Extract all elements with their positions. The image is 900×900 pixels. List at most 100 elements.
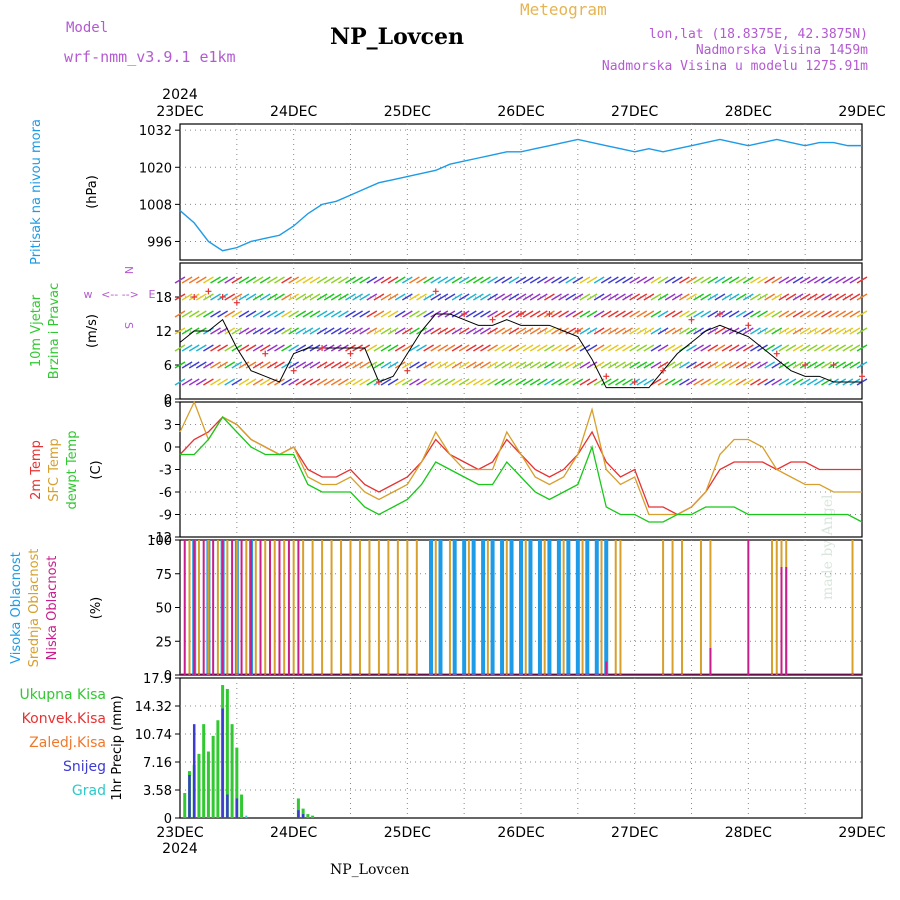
wind-gust-marker xyxy=(660,367,667,374)
wind-direction-arrow xyxy=(444,344,456,352)
wind-direction-arrow xyxy=(778,344,790,352)
wind-direction-arrow xyxy=(501,361,513,369)
wind-direction-arrow xyxy=(828,276,839,284)
wind-direction-arrow xyxy=(622,276,633,284)
wind-direction-arrow xyxy=(302,310,314,318)
precip-total-bar xyxy=(311,815,315,818)
wind-direction-arrow xyxy=(686,361,697,369)
wind-direction-arrow xyxy=(203,310,214,318)
wind-gust-marker xyxy=(603,373,610,380)
wind-direction-arrow xyxy=(742,310,754,318)
wind-direction-arrow xyxy=(600,276,612,284)
wind-direction-arrow xyxy=(593,327,605,335)
wind-direction-arrow xyxy=(778,276,790,284)
cloud-high-bar xyxy=(429,540,434,675)
wind-gust-marker xyxy=(574,328,581,334)
wind-direction-arrow xyxy=(593,276,605,284)
wind-direction-arrow xyxy=(274,361,285,369)
wind-direction-arrow xyxy=(757,327,768,335)
wind-direction-arrow xyxy=(465,378,477,386)
wind-direction-arrow xyxy=(607,310,619,318)
wind-direction-arrow xyxy=(387,344,399,352)
wind-direction-arrow xyxy=(231,361,243,369)
cloud-mid-bar xyxy=(340,540,343,675)
compass-north: N xyxy=(122,266,135,274)
wind-direction-arrow xyxy=(465,310,477,318)
wind-direction-arrow xyxy=(728,293,740,301)
wind-direction-arrow xyxy=(664,310,676,318)
wind-direction-arrow xyxy=(700,310,712,318)
wind-direction-arrow xyxy=(849,361,861,369)
temperature-tick-label: -6 xyxy=(159,486,172,501)
wind-direction-arrow xyxy=(281,293,292,301)
wind-direction-arrow xyxy=(281,327,292,335)
wind-direction-arrow xyxy=(856,327,868,335)
wind-direction-arrow xyxy=(757,310,768,318)
wind-direction-arrow xyxy=(721,344,733,352)
wind-direction-arrow xyxy=(792,344,804,352)
wind-direction-arrow xyxy=(821,276,832,284)
wind-direction-arrow xyxy=(565,293,577,301)
wind-direction-arrow xyxy=(529,344,541,352)
wind-direction-arrow xyxy=(252,344,264,352)
wind-direction-arrow xyxy=(444,327,456,335)
wind-direction-arrow xyxy=(814,361,825,369)
cloud-mid-bar xyxy=(283,540,286,675)
wind-direction-arrow xyxy=(558,276,569,284)
wind-direction-arrow xyxy=(338,276,349,284)
wind-direction-arrow xyxy=(188,310,200,318)
wind-direction-arrow xyxy=(814,327,825,335)
pressure-tick-label: 1008 xyxy=(139,198,172,213)
wind-direction-arrow xyxy=(295,293,307,301)
cloud-mid-bar xyxy=(486,540,489,675)
wind-direction-arrow xyxy=(714,293,726,301)
cloud-high-bar xyxy=(585,540,590,675)
wind-direction-arrow xyxy=(423,327,435,335)
wind-direction-arrow xyxy=(245,293,257,301)
wind-direction-arrow xyxy=(458,327,470,335)
wind-direction-arrow xyxy=(629,276,641,284)
wind-direction-arrow xyxy=(799,276,811,284)
wind-direction-arrow xyxy=(210,361,221,369)
wind-direction-arrow xyxy=(671,378,683,386)
wind-direction-arrow xyxy=(487,327,498,335)
wind-direction-arrow xyxy=(664,276,676,284)
wind-direction-arrow xyxy=(806,310,818,318)
wind-direction-arrow xyxy=(579,310,591,318)
wind-direction-arrow xyxy=(821,310,832,318)
precip-total-bar xyxy=(240,794,244,818)
wind-direction-arrow xyxy=(707,327,719,335)
wind-direction-arrow xyxy=(238,378,250,386)
wind-direction-arrow xyxy=(323,327,335,335)
wind-direction-arrow xyxy=(721,293,733,301)
wind-direction-arrow xyxy=(629,293,641,301)
wind-direction-arrow xyxy=(821,344,832,352)
cloud-high-bar xyxy=(481,540,486,675)
wind-direction-arrow xyxy=(828,310,839,318)
wind-direction-arrow xyxy=(266,361,278,369)
precip-tick-label: 0 xyxy=(164,812,172,827)
wind-direction-arrow xyxy=(586,310,598,318)
wind-direction-arrow xyxy=(600,327,612,335)
wind-direction-arrow xyxy=(565,344,577,352)
cloud-mid-bar xyxy=(600,540,603,675)
wind-direction-arrow xyxy=(558,293,569,301)
wind-direction-arrow xyxy=(742,276,754,284)
wind-direction-arrow xyxy=(430,276,442,284)
cloud-mid-bar xyxy=(614,540,617,675)
cloud-high-bar xyxy=(594,540,599,675)
wind-direction-arrow xyxy=(430,378,442,386)
wind-direction-arrow xyxy=(437,361,449,369)
cloud-tick-label: 50 xyxy=(155,602,172,617)
model-elevation-text: Nadmorska Visina u modelu 1275.91m xyxy=(601,59,868,74)
wind-direction-arrow xyxy=(842,276,854,284)
cloud-low-bar xyxy=(259,540,262,675)
wind-direction-arrow xyxy=(444,361,456,369)
wind-direction-arrow xyxy=(686,293,697,301)
cloud-high-bar xyxy=(547,540,552,675)
wind-direction-arrow xyxy=(487,310,498,318)
wind-direction-arrow xyxy=(544,327,555,335)
wind-direction-arrow xyxy=(806,327,818,335)
wind-direction-arrow xyxy=(849,276,861,284)
wind-direction-arrow xyxy=(259,293,271,301)
